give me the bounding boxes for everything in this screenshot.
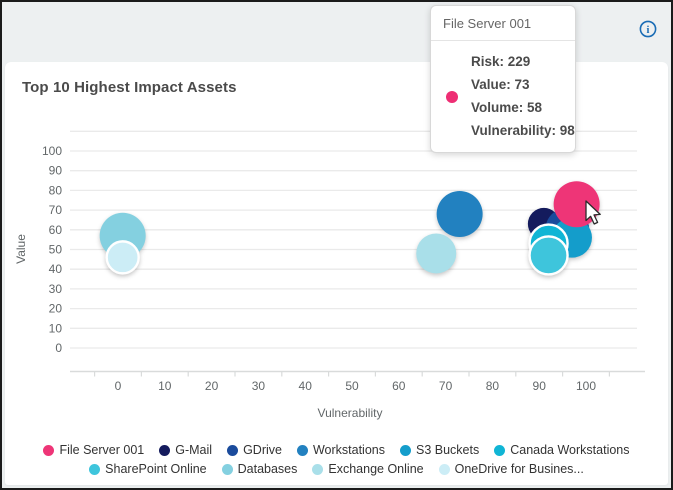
tooltip-title: File Server 001 [431, 6, 575, 41]
legend-label: Workstations [312, 443, 385, 457]
legend-item-exchange-online[interactable]: Exchange Online [312, 462, 424, 476]
legend-row-1: File Server 001 G-Mail GDrive Workstations S… [43, 443, 630, 457]
legend-dot [312, 463, 324, 475]
legend-dot [159, 444, 171, 456]
legend-dot [221, 463, 233, 475]
legend-item-sharepoint-online[interactable]: SharePoint Online [89, 462, 207, 476]
legend-dot [227, 444, 239, 456]
legend-item-s3-buckets[interactable]: S3 Buckets [399, 443, 480, 457]
legend-item-databases[interactable]: Databases [221, 462, 298, 476]
bubble-workstations[interactable] [436, 191, 483, 238]
legend-label: S3 Buckets [415, 443, 480, 457]
legend-row-2: SharePoint Online Databases Exchange Onlin… [89, 462, 584, 476]
tooltip-row: Risk: 229 [471, 54, 531, 69]
legend-label: File Server 001 [59, 443, 145, 457]
legend-dot [438, 463, 450, 475]
info-button[interactable]: i [639, 20, 657, 38]
tooltip-body: Risk: 229 Value: 73 Volume: 58 Vulnerabilit… [431, 41, 575, 152]
legend-item-onedrive-for-busines[interactable]: OneDrive for Busines... [438, 462, 584, 476]
tooltip-row: Value: 73 [471, 77, 530, 92]
legend-dot [43, 444, 55, 456]
legend-dot [89, 463, 101, 475]
legend-item-gdrive[interactable]: GDrive [227, 443, 282, 457]
chart-tooltip: File Server 001 Risk: 229 Value: 73 Volume… [430, 5, 576, 153]
legend-label: GDrive [243, 443, 282, 457]
chart-legend: File Server 001 G-Mail GDrive Workstations S… [5, 443, 668, 476]
legend-item-file-server-001[interactable]: File Server 001 [43, 443, 144, 457]
legend-item-canada-workstations[interactable]: Canada Workstations [494, 443, 630, 457]
legend-label: Canada Workstations [510, 443, 630, 457]
legend-item-workstations[interactable]: Workstations [296, 443, 385, 457]
legend-label: G-Mail [175, 443, 213, 457]
tooltip-row: Volume: 58 [471, 100, 543, 115]
info-icon: i [639, 20, 657, 38]
legend-label: OneDrive for Busines... [454, 462, 584, 476]
legend-dot [296, 444, 308, 456]
bubble-onedrive-for-busines[interactable] [105, 240, 140, 275]
legend-label: Databases [237, 462, 298, 476]
bubble-sharepoint-online[interactable] [528, 235, 569, 276]
bubbles [99, 181, 600, 276]
legend-item-g-mail[interactable]: G-Mail [159, 443, 212, 457]
tooltip-series-dot [446, 90, 458, 103]
legend-label: SharePoint Online [105, 462, 207, 476]
tooltip-row: Vulnerability: 98 [471, 123, 575, 138]
svg-text:i: i [647, 25, 650, 36]
legend-dot [399, 444, 411, 456]
legend-dot [494, 444, 506, 456]
legend-label: Exchange Online [328, 462, 424, 476]
bubble-exchange-online[interactable] [416, 233, 457, 274]
bubble-file-server-001[interactable] [553, 181, 600, 228]
card-title: Top 10 Highest Impact Assets [22, 79, 237, 96]
